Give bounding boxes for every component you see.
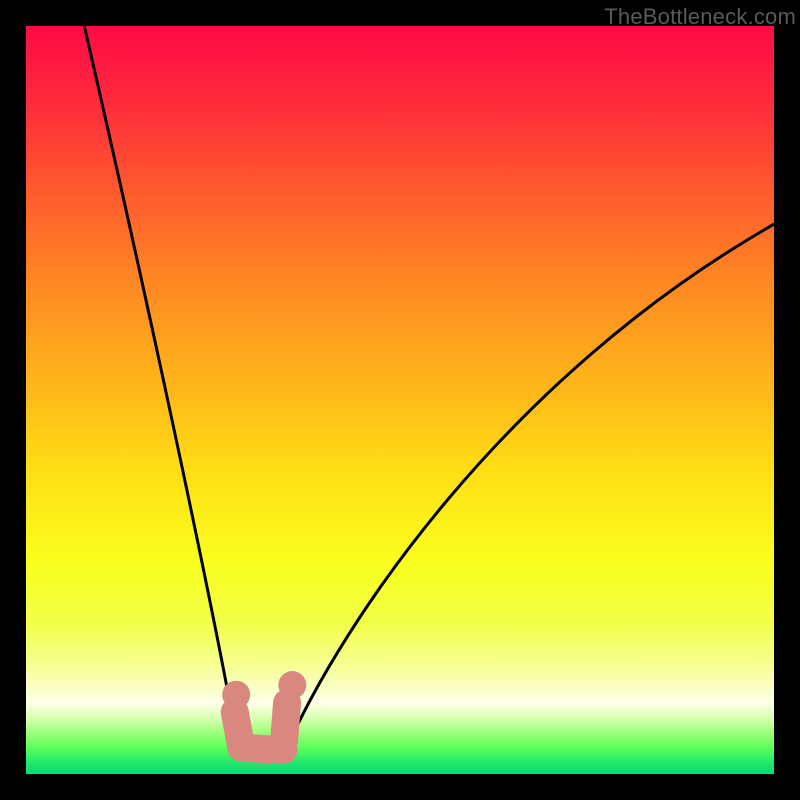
watermark-text: TheBottleneck.com [604,4,796,30]
plot-svg [26,26,774,774]
highlight-stroke [284,703,287,740]
gradient-background [26,26,774,774]
chart-stage: TheBottleneck.com [0,0,800,800]
plot-area [26,26,774,774]
